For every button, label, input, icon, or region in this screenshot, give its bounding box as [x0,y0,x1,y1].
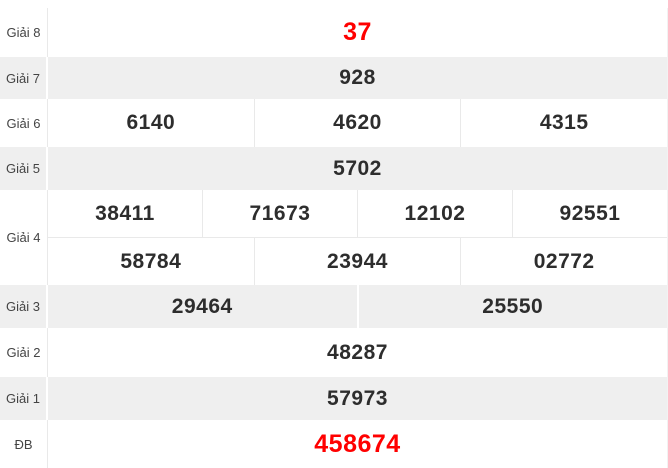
prize-number: 12102 [357,190,512,237]
prize-number: 38411 [95,201,155,225]
prize-number: 57973 [327,386,388,410]
prize-label: Giải 1 [0,377,48,420]
prize-label: Giải 5 [0,147,48,190]
prize-number: 928 [339,66,376,89]
prize-number: 5702 [333,156,382,180]
prize-number: 29464 [171,294,233,318]
prize-values: 458674 [48,420,667,468]
prize-number: 71673 [202,190,357,237]
prize-label: ĐB [0,420,48,468]
prize-values: 928 [48,57,667,99]
prize-number: 458674 [314,429,401,458]
prize-number: 4620 [253,99,461,147]
prize-number: 37 [343,18,372,46]
prize-values: 5702 [48,147,667,190]
prize-label: Giải 2 [0,328,48,377]
prize-row-giai-5: Giải 5 5702 [0,147,667,190]
prize-row-giai-4: Giải 4 38411 71673 12102 92551 58784 239… [0,190,667,285]
prize-values: 57973 [48,377,667,420]
prize-row-giai-2: Giải 2 48287 [0,328,667,377]
prize-label: Giải 3 [0,285,48,328]
prize-row-giai-1: Giải 1 57973 [0,377,667,420]
prize-values: 37 [48,8,667,57]
prize-label: Giải 6 [0,99,48,147]
prize-number: 58784 [120,249,182,273]
prize-number: 4315 [460,99,667,147]
prize-row-giai-6: Giải 6 6140 4620 4315 [0,99,667,147]
prize-row-giai-8: Giải 8 37 [0,8,667,57]
prize-label: Giải 8 [0,8,48,57]
prize-values: 6140 4620 4315 [48,99,667,147]
prize-values: 29464 25550 [48,285,667,328]
prize-number: 23944 [253,238,461,285]
prize-label: Giải 4 [0,190,48,285]
prize-number: 6140 [126,111,176,134]
prize-number: 92551 [512,190,667,237]
prize-number: 48287 [327,340,388,364]
prize-row-giai-7: Giải 7 928 [0,57,667,99]
lottery-results-table: Giải 8 37 Giải 7 928 Giải 6 6140 4620 43… [0,8,668,468]
prize-row-db: ĐB 458674 [0,420,667,468]
prize-values: 48287 [48,328,667,377]
prize-number: 02772 [460,238,667,285]
prize-number: 25550 [356,285,668,328]
prize-label: Giải 7 [0,57,48,99]
prize-row-giai-3: Giải 3 29464 25550 [0,285,667,328]
prize-values: 38411 71673 12102 92551 58784 23944 0277… [48,190,667,285]
